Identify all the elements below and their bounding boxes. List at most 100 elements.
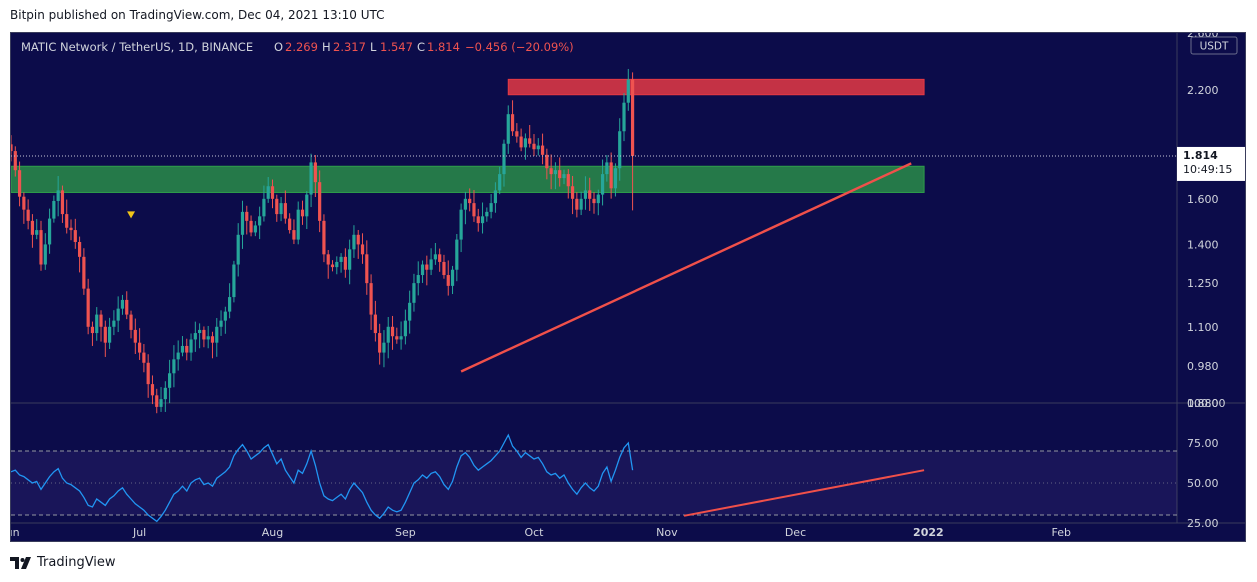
candle <box>90 321 95 346</box>
candle-body <box>168 373 172 388</box>
time-tick-label: Oct <box>524 526 544 539</box>
candle <box>476 208 480 232</box>
candle-body <box>360 244 365 255</box>
change-value: −0.456 (−20.09%) <box>465 40 574 54</box>
candle-body <box>575 198 579 210</box>
candle <box>245 205 249 235</box>
candle-body <box>86 288 90 327</box>
candle <box>378 323 382 365</box>
candle <box>373 300 377 342</box>
time-axis[interactable]: Jun Jul Aug Sep Oct Nov Dec 2022 Feb <box>1 526 1071 539</box>
candle-body <box>172 359 176 374</box>
candle <box>618 118 622 181</box>
candle-body <box>605 162 609 175</box>
candle <box>249 215 253 237</box>
signal-marker <box>127 211 136 219</box>
candle-body <box>163 387 167 400</box>
candle <box>609 152 613 199</box>
candle <box>253 221 257 237</box>
candle-body <box>219 320 223 327</box>
candle-body <box>9 144 13 152</box>
candle <box>455 234 459 282</box>
candle <box>570 175 575 215</box>
candle-body <box>356 234 360 245</box>
high-value: 2.317 <box>333 40 366 54</box>
candle-body <box>382 342 386 353</box>
candle-body <box>390 326 395 337</box>
candle <box>288 213 292 234</box>
candle <box>605 155 609 182</box>
price-tick-label: 1.600 <box>1187 193 1219 206</box>
tradingview-logo-icon <box>10 556 31 569</box>
candle <box>292 219 296 245</box>
candle <box>532 134 536 157</box>
candle-body <box>116 308 120 321</box>
candle <box>215 318 219 357</box>
candles <box>9 68 635 414</box>
candle <box>228 283 232 319</box>
candle <box>116 296 120 333</box>
candle-body <box>13 151 17 171</box>
candle <box>540 133 545 165</box>
candle-body <box>450 269 455 286</box>
candle-body <box>463 198 467 210</box>
candle-body <box>523 138 528 148</box>
candle <box>322 214 326 263</box>
candle <box>433 243 437 265</box>
candle-body <box>588 190 592 199</box>
candle <box>626 68 630 111</box>
candle <box>107 317 112 349</box>
rsi-trendline <box>683 469 925 517</box>
candle-body <box>236 234 240 265</box>
rsi-line <box>10 433 634 523</box>
price-chart[interactable]: MATIC Network / TetherUS, 1D, BINANCE O … <box>1 27 1245 541</box>
candle-body <box>176 352 180 360</box>
candle-body <box>35 230 39 235</box>
candle-body <box>626 79 630 103</box>
candle-body <box>39 230 43 265</box>
candle <box>198 323 202 349</box>
candle <box>270 179 275 209</box>
candle-body <box>90 326 95 334</box>
candle <box>528 125 532 148</box>
tradingview-brand: TradingView <box>37 555 116 570</box>
candle-body <box>459 209 463 240</box>
candle <box>553 162 558 190</box>
candle <box>210 331 215 359</box>
candle-body <box>52 200 56 219</box>
candle-body <box>545 154 549 169</box>
candle-body <box>558 170 562 179</box>
candle <box>442 254 446 279</box>
candle <box>356 229 360 259</box>
candle <box>468 188 472 212</box>
candle-body <box>30 220 35 235</box>
bar-countdown: 10:49:15 <box>1183 163 1232 176</box>
candle-body <box>296 209 300 240</box>
candle-body <box>365 254 369 284</box>
chart-frame[interactable]: MATIC Network / TetherUS, 1D, BINANCE O … <box>1 27 1246 542</box>
candle <box>438 248 442 272</box>
candle-body <box>189 339 193 353</box>
price-axis[interactable]: 0.8800.9801.1001.2501.4001.6002.2002.600… <box>1187 27 1226 530</box>
tradingview-footer[interactable]: TradingView <box>10 555 116 570</box>
candle-body <box>498 174 502 191</box>
currency-badge[interactable]: USDT <box>1190 36 1238 55</box>
candle-body <box>519 136 523 148</box>
candle <box>472 190 476 222</box>
candle <box>65 199 69 234</box>
candle <box>60 185 65 223</box>
last-price: 1.814 <box>1183 149 1218 162</box>
currency-label: USDT <box>1200 41 1229 53</box>
low-label: L <box>370 40 377 54</box>
candle <box>588 177 592 211</box>
candle <box>142 344 146 373</box>
candle-body <box>185 345 189 353</box>
candle-body <box>609 162 613 189</box>
price-tick-label: 2.200 <box>1187 84 1219 97</box>
candle <box>515 123 519 143</box>
candle-body <box>198 329 202 334</box>
candle-body <box>493 190 498 204</box>
candle-body <box>270 186 275 199</box>
price-tick-label: 1.250 <box>1187 277 1219 290</box>
rsi-pane <box>10 433 925 523</box>
